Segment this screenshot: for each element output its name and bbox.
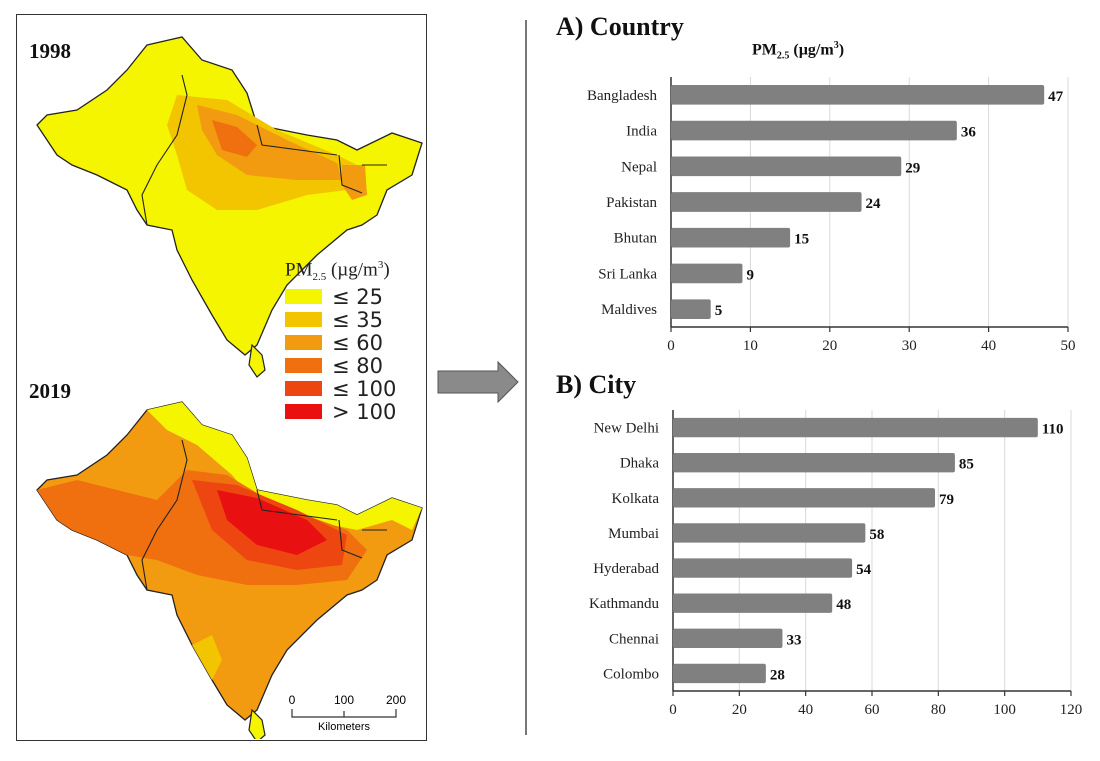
category-label: Pakistan (606, 195, 657, 211)
legend-title-main: PM (285, 259, 313, 281)
divider-line (525, 20, 527, 735)
map-2019 (36, 401, 423, 739)
map-panel: 1998 2019 PM2.5 (µg/m3) ≤ 25 ≤ 35 ≤ 60 ≤ 80… (16, 14, 427, 741)
category-label: Sri Lanka (598, 266, 657, 282)
pollution-zone-80-1998 (212, 120, 257, 157)
legend-item: ≤ 25 (285, 284, 396, 309)
legend-label: ≤ 35 (332, 307, 383, 332)
pollution-zone-gt100-2019 (217, 490, 327, 555)
bar (671, 156, 902, 177)
bar (671, 120, 957, 141)
arrow-icon (437, 360, 519, 404)
pollution-zone-bangladesh-1998 (342, 165, 367, 200)
year-label-2019: 2019 (29, 379, 71, 403)
scale-tick-200: 200 (386, 693, 406, 707)
legend-title-sup: 3 (377, 259, 384, 271)
x-tick-label: 30 (902, 338, 917, 354)
legend-items: ≤ 25 ≤ 35 ≤ 60 ≤ 80 ≤ 100 > 100 (285, 284, 397, 424)
category-label: Maldives (601, 302, 657, 318)
scale-tick-100: 100 (334, 693, 354, 707)
border-lines-2019 (141, 439, 387, 591)
legend-swatch (285, 358, 322, 374)
category-label: India (626, 124, 657, 140)
legend-item: ≤ 60 (285, 330, 396, 355)
legend-label: ≤ 25 (332, 284, 383, 309)
legend-title-unit: (µg/m (326, 259, 378, 281)
legend-label: ≤ 100 (332, 376, 397, 401)
bar (671, 227, 791, 248)
chart-title-close: ) (838, 41, 845, 59)
legend-swatch (285, 312, 322, 328)
map-1998 (36, 36, 423, 378)
x-tick-label: 0 (667, 338, 675, 354)
arrow-shape (437, 360, 519, 404)
category-label: Bangladesh (587, 88, 657, 104)
year-label-1998: 1998 (29, 39, 71, 63)
data-label: 47 (1048, 89, 1064, 105)
legend-item: ≤ 80 (285, 353, 396, 378)
scale-tick-0: 0 (289, 693, 296, 707)
sri-lanka-1998 (248, 343, 266, 378)
bar (671, 192, 862, 212)
chart-title-country: PM2.5 (µg/m3) (752, 40, 844, 62)
category-label: Nepal (621, 159, 657, 175)
x-tick-label: 10 (743, 338, 758, 354)
bar (671, 263, 743, 284)
legend-label: > 100 (332, 399, 397, 424)
legend-title: PM2.5 (µg/m3) (285, 259, 396, 283)
legend-item: > 100 (285, 399, 397, 424)
scale-unit: Kilometers (318, 721, 370, 733)
x-tick-label: 40 (981, 338, 996, 354)
bar (671, 299, 711, 319)
data-label: 9 (746, 267, 754, 283)
legend-swatch (285, 289, 322, 305)
data-label: 15 (794, 232, 809, 248)
pollution-zone-35-2019 (192, 635, 222, 680)
border-lines-1998 (141, 74, 387, 226)
legend-label: ≤ 60 (332, 330, 383, 355)
pollution-zone-25-2019 (147, 402, 422, 530)
legend-title-sub: 2.5 (312, 271, 327, 284)
scale-bar-svg: 0 100 200 Kilometers (289, 693, 407, 733)
category-label: Bhutan (614, 231, 658, 247)
maps-svg (36, 36, 423, 739)
legend-title-close: ) (383, 259, 390, 281)
x-tick-label: 50 (1061, 338, 1076, 354)
data-label: 36 (961, 125, 977, 141)
data-label: 29 (905, 160, 920, 176)
legend-swatch (285, 404, 322, 420)
legend-swatch (285, 381, 322, 397)
legend-item: ≤ 35 (285, 307, 396, 332)
legend-item: ≤ 100 (285, 376, 397, 401)
legend-swatch (285, 335, 322, 351)
scale-bar: 0 100 200 Kilometers (287, 691, 407, 741)
chart-title-sub: 2.5 (776, 50, 790, 62)
data-label: 24 (866, 196, 882, 212)
chart-title-unit: (µg/m (789, 41, 834, 59)
bar (671, 85, 1045, 105)
scale-bar-line (291, 709, 397, 718)
chart-title-sup: 3 (833, 40, 839, 51)
legend-label: ≤ 80 (332, 353, 383, 378)
chart-title-main: PM (752, 41, 777, 59)
x-tick-label: 20 (822, 338, 837, 354)
map-legend: PM2.5 (µg/m3) ≤ 25 ≤ 35 ≤ 60 ≤ 80 ≤ 100 > 100 (285, 259, 397, 424)
section-title-country: A) Country (556, 12, 684, 41)
section-title-city: B) City (556, 370, 637, 399)
data-label: 5 (715, 303, 723, 319)
sri-lanka-2019 (248, 708, 266, 739)
pollution-zone-60-1998 (197, 105, 342, 180)
